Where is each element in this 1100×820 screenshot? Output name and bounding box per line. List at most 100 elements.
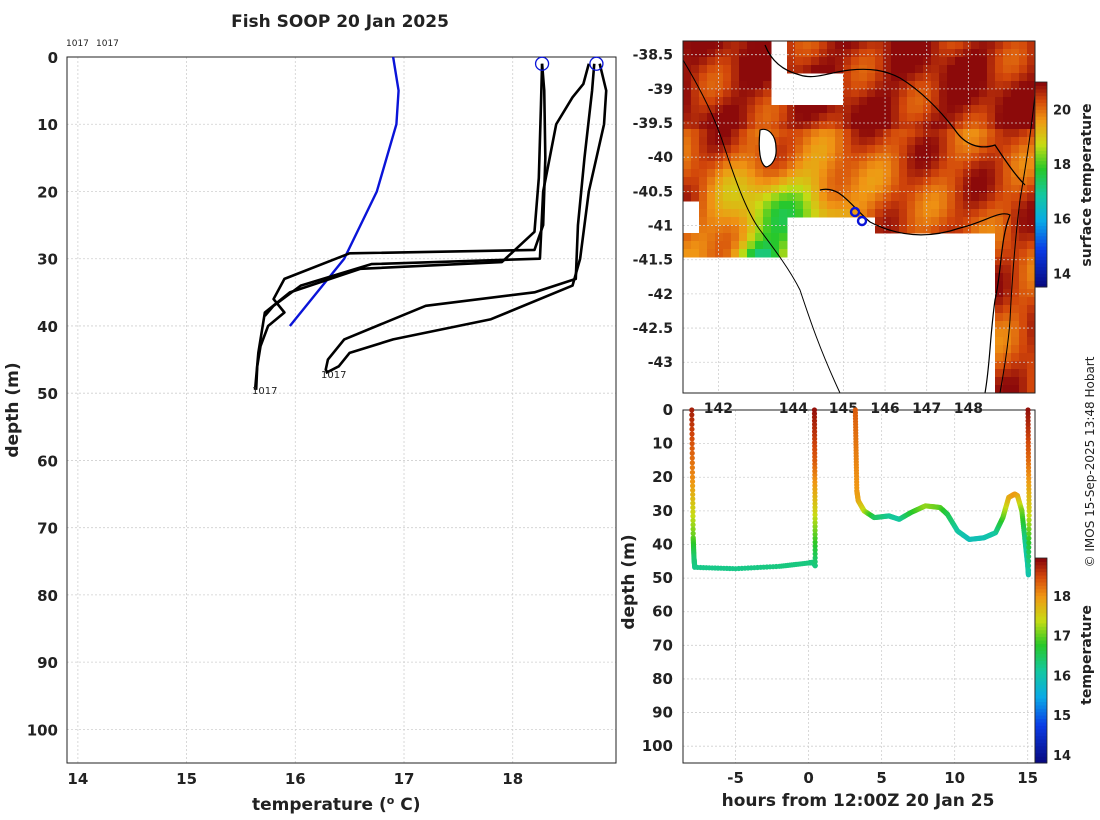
sst-cell [739, 129, 748, 138]
sst-cell [755, 201, 764, 210]
sst-cell [899, 121, 908, 130]
sst-cell [995, 49, 1004, 58]
sst-cell [811, 137, 820, 146]
sst-cell [779, 121, 788, 130]
sst-cell [1011, 369, 1020, 378]
y-tick-label: 50 [37, 385, 58, 403]
sst-cell [899, 41, 908, 50]
sst-cell [795, 121, 804, 130]
sst-cell [1019, 161, 1028, 170]
sst-cell [1003, 321, 1012, 330]
colorbar-segment [1035, 198, 1047, 203]
sst-cell [923, 97, 932, 106]
colorbar-segment [1035, 109, 1047, 114]
sst-cell [915, 209, 924, 218]
sst-cell [1019, 377, 1028, 386]
sst-cell [1003, 193, 1012, 202]
sst-cell [995, 129, 1004, 138]
sst-cell [787, 129, 796, 138]
sst-cell [891, 89, 900, 98]
colorbar-segment [1035, 667, 1047, 672]
sst-cell [739, 65, 748, 74]
track-point [1025, 425, 1031, 431]
sst-cell [1019, 121, 1028, 130]
sst-cell [739, 241, 748, 250]
sst-cell [875, 81, 884, 90]
sst-cell [883, 57, 892, 66]
sst-cell [851, 193, 860, 202]
sst-cell [819, 209, 828, 218]
sst-cell [979, 193, 988, 202]
track-point [1026, 535, 1032, 541]
sst-cell [811, 193, 820, 202]
sst-cell [875, 49, 884, 58]
sst-cell [1011, 161, 1020, 170]
sst-cell [1011, 249, 1020, 258]
sst-cell [915, 121, 924, 130]
sst-cell [947, 113, 956, 122]
sst-cell [803, 177, 812, 186]
time-x-ticks: -5 0 5 10 15 [727, 769, 1038, 787]
sst-cell [691, 113, 700, 122]
sst-cell [691, 49, 700, 58]
sst-cell [835, 57, 844, 66]
time-x-axis-label: hours from 12:00Z 20 Jan 25 [722, 791, 995, 811]
sst-cell [1003, 313, 1012, 322]
station-marker [849, 206, 861, 218]
sst-cell [691, 97, 700, 106]
sst-cell [995, 169, 1004, 178]
sst-cell [715, 81, 724, 90]
sst-cell [1019, 281, 1028, 290]
sst-cell [691, 57, 700, 66]
sst-cell [739, 201, 748, 210]
sst-cell [699, 41, 708, 50]
sst-cell [995, 193, 1004, 202]
sst-cell [939, 113, 948, 122]
sst-cell [707, 177, 716, 186]
track-point [1025, 421, 1031, 428]
sst-cell [763, 209, 772, 218]
sst-cell [859, 137, 868, 146]
sst-cell [811, 65, 820, 74]
sst-cell [779, 137, 788, 146]
sst-cell [875, 129, 884, 138]
sst-cell [779, 129, 788, 138]
y-tick-label: 80 [37, 587, 58, 605]
sst-cell [835, 121, 844, 130]
sst-cell [699, 193, 708, 202]
track-point [811, 421, 818, 428]
sst-cell [867, 145, 876, 154]
x-tick-label: 10 [944, 769, 965, 787]
sst-cell [891, 169, 900, 178]
sst-cell [731, 161, 740, 170]
sst-cell [875, 193, 884, 202]
sst-cell [723, 57, 732, 66]
end-label: 1017 [321, 370, 346, 381]
sst-cell [819, 57, 828, 66]
sst-cell [835, 201, 844, 210]
sst-cell [851, 185, 860, 194]
sst-cell [1027, 65, 1035, 74]
sst-cell [995, 265, 1004, 274]
time-grid [683, 409, 1035, 763]
track-point [812, 465, 818, 471]
sst-cell [931, 209, 940, 218]
sst-cell [1027, 169, 1035, 178]
colorbar-segment [1035, 242, 1047, 247]
sst-cell [891, 121, 900, 130]
sst-cell [851, 49, 860, 58]
sst-cell [875, 121, 884, 130]
sst-cell [843, 73, 852, 82]
track-point [812, 519, 818, 526]
sst-cell [683, 241, 692, 250]
sst-cell [987, 225, 996, 234]
colorbar-segment [1035, 708, 1047, 713]
sst-cell [755, 89, 764, 98]
sst-cell [1027, 337, 1035, 346]
sst-cell [859, 121, 868, 130]
x-tick-label: 15 [1017, 769, 1038, 787]
sst-cell [747, 209, 756, 218]
sst-cell [731, 249, 740, 258]
lat-tick-label: -41 [648, 219, 673, 235]
sst-cell [939, 177, 948, 186]
